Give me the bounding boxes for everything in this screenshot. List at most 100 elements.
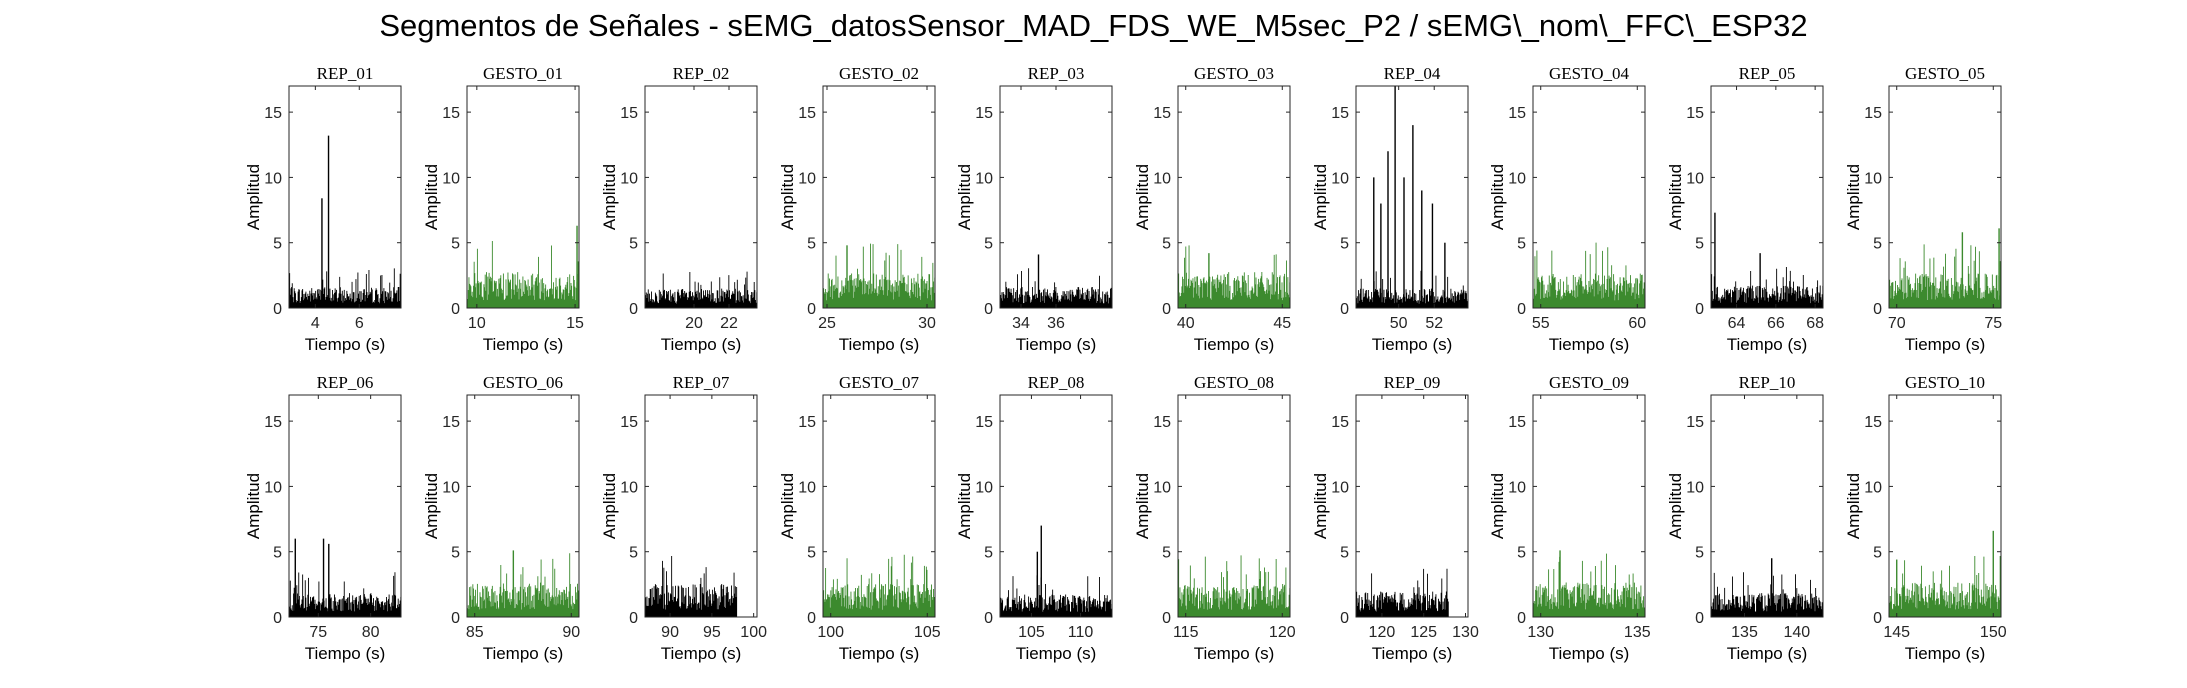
axes-box: [1177, 85, 1291, 309]
y-tick-label: 15: [1864, 414, 1882, 431]
x-tick-label: 90: [661, 624, 679, 641]
y-tick-label: 0: [273, 610, 282, 627]
y-tick-label: 10: [1508, 170, 1526, 187]
panel-title: GESTO_06: [483, 373, 563, 392]
y-tick-label: 10: [1864, 170, 1882, 187]
y-tick-label: 15: [442, 105, 460, 122]
x-tick-label: 4: [311, 315, 320, 332]
y-tick-label: 0: [629, 301, 638, 318]
x-axis-label: Tiempo (s): [839, 335, 920, 354]
y-tick-label: 0: [1695, 301, 1704, 318]
x-tick-label: 6: [355, 315, 364, 332]
x-tick-label: 150: [1980, 624, 2007, 641]
x-tick-label: 75: [1984, 315, 2002, 332]
signal-trace: [1532, 242, 1646, 308]
y-axis-label: Amplitud: [1311, 164, 1330, 230]
y-tick-label: 0: [273, 301, 282, 318]
y-axis-label: Amplitud: [1488, 473, 1507, 539]
y-tick-label: 0: [984, 301, 993, 318]
signal-trace: [1355, 270, 1469, 308]
y-tick-label: 5: [273, 545, 282, 562]
x-tick-label: 60: [1628, 315, 1646, 332]
x-axis-label: Tiempo (s): [305, 644, 386, 663]
panel-title: REP_08: [1028, 373, 1085, 392]
x-tick-label: 140: [1783, 624, 1810, 641]
x-tick-label: 120: [1369, 624, 1396, 641]
subplot-gesto-03: 0 5 10 15 40 45 GESTO_03 Tiempo (s) Amplitud: [1133, 64, 1291, 354]
x-tick-label: 135: [1731, 624, 1758, 641]
y-axis-label: Amplitud: [778, 164, 797, 230]
y-tick-label: 5: [1517, 545, 1526, 562]
axes-box: [1532, 85, 1646, 309]
y-tick-label: 15: [798, 414, 816, 431]
axes-box: [822, 394, 936, 618]
x-axis-label: Tiempo (s): [1016, 335, 1097, 354]
y-tick-label: 10: [1331, 479, 1349, 496]
y-tick-label: 10: [620, 170, 638, 187]
signal-trace: [999, 268, 1113, 308]
panel-title: REP_05: [1739, 64, 1796, 83]
x-tick-label: 10: [468, 315, 486, 332]
subplot-rep-10: 0 5 10 15 135 140 REP_10 Tiempo (s) Amplitud: [1666, 373, 1824, 663]
axes-box: [1355, 85, 1469, 309]
y-tick-label: 15: [1508, 414, 1526, 431]
y-axis-label: Amplitud: [1844, 164, 1863, 230]
y-tick-label: 5: [1162, 236, 1171, 253]
y-tick-label: 10: [264, 170, 282, 187]
y-tick-label: 0: [1695, 610, 1704, 627]
y-tick-label: 15: [798, 105, 816, 122]
y-axis-label: Amplitud: [1133, 473, 1152, 539]
x-axis-label: Tiempo (s): [661, 644, 742, 663]
subplot-rep-07: 0 5 10 15 90 95 100 REP_07 Tiempo (s) Amplitud: [600, 373, 767, 663]
y-axis-label: Amplitud: [1666, 473, 1685, 539]
x-tick-label: 90: [562, 624, 580, 641]
y-tick-label: 0: [1162, 301, 1171, 318]
figure-title: Segmentos de Señales - sEMG_datosSensor_…: [379, 8, 1808, 43]
subplot-gesto-08: 0 5 10 15 115 120 GESTO_08 Tiempo (s) Amplitud: [1133, 373, 1296, 663]
y-tick-label: 0: [451, 301, 460, 318]
y-tick-label: 15: [975, 414, 993, 431]
axes-box: [466, 85, 580, 309]
axes-box: [644, 85, 758, 309]
y-tick-label: 10: [1686, 479, 1704, 496]
subplot-gesto-06: 0 5 10 15 85 90 GESTO_06 Tiempo (s) Amplitud: [422, 373, 580, 663]
y-tick-label: 5: [451, 545, 460, 562]
y-axis-label: Amplitud: [1133, 164, 1152, 230]
panel-title: REP_02: [673, 64, 730, 83]
x-tick-label: 34: [1012, 315, 1030, 332]
x-tick-label: 135: [1624, 624, 1651, 641]
x-tick-label: 120: [1269, 624, 1296, 641]
x-tick-label: 80: [362, 624, 380, 641]
y-tick-label: 5: [451, 236, 460, 253]
signal-trace: [1710, 266, 1824, 308]
y-tick-label: 10: [1508, 479, 1526, 496]
y-axis-label: Amplitud: [955, 164, 974, 230]
y-tick-label: 10: [798, 170, 816, 187]
x-tick-label: 85: [466, 624, 484, 641]
panel-title: GESTO_02: [839, 64, 919, 83]
axes-box: [1532, 394, 1646, 618]
y-axis-label: Amplitud: [1666, 164, 1685, 230]
x-tick-label: 105: [914, 624, 941, 641]
panel-title: GESTO_09: [1549, 373, 1629, 392]
y-tick-label: 10: [975, 170, 993, 187]
y-axis-label: Amplitud: [422, 164, 441, 230]
y-tick-label: 5: [1340, 545, 1349, 562]
panel-title: REP_06: [317, 373, 374, 392]
x-tick-label: 22: [720, 315, 738, 332]
y-tick-label: 15: [264, 414, 282, 431]
y-tick-label: 5: [273, 236, 282, 253]
y-tick-label: 0: [1517, 301, 1526, 318]
signal-trace: [1888, 555, 2002, 617]
signal-trace: [466, 241, 580, 308]
x-axis-label: Tiempo (s): [1372, 644, 1453, 663]
subplot-rep-04: 0 5 10 15 50 52 REP_04 Tiempo (s) Amplitud: [1311, 64, 1469, 354]
y-tick-label: 0: [1340, 610, 1349, 627]
panel-title: GESTO_05: [1905, 64, 1985, 83]
y-tick-label: 10: [798, 479, 816, 496]
y-tick-label: 15: [1331, 105, 1349, 122]
x-tick-label: 36: [1047, 315, 1065, 332]
signal-trace: [1710, 572, 1824, 617]
panel-title: GESTO_10: [1905, 373, 1985, 392]
